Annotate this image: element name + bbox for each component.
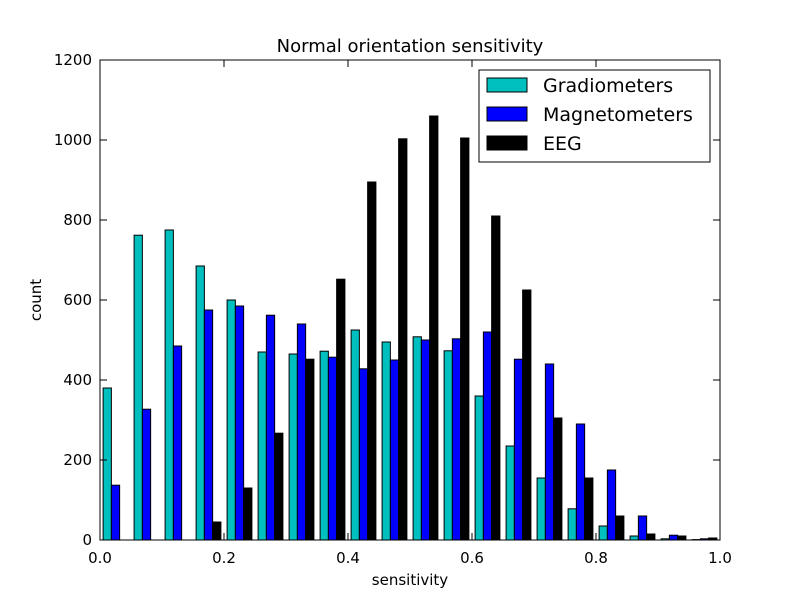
bar-magnetometers-1 <box>141 408 152 541</box>
bar-eeg-8 <box>367 181 377 541</box>
chart-title: Normal orientation sensitivity <box>277 36 544 57</box>
bar-magnetometers-12 <box>482 331 493 541</box>
bar-gradiometers-3 <box>195 265 205 541</box>
bar-magnetometers-13 <box>513 358 524 541</box>
x-tick-label: 0.4 <box>336 549 360 567</box>
y-tick-label: 600 <box>63 291 92 309</box>
bar-magnetometers-8 <box>358 368 369 541</box>
y-tick-label: 200 <box>63 451 92 469</box>
bar-magnetometers-6 <box>296 323 307 541</box>
bars-group <box>102 115 718 541</box>
bar-eeg-15 <box>584 477 594 541</box>
bar-eeg-16 <box>615 515 625 541</box>
y-tick-label: 800 <box>63 211 92 229</box>
x-tick-label: 1.0 <box>708 549 732 567</box>
x-axis-label: sensitivity <box>372 571 449 589</box>
bar-gradiometers-5 <box>257 351 267 541</box>
bar-eeg-6 <box>305 358 315 541</box>
y-tick-label: 400 <box>63 371 92 389</box>
bar-gradiometers-12 <box>474 395 484 541</box>
x-tick-label: 0.2 <box>212 549 236 567</box>
bar-gradiometers-2 <box>164 229 174 541</box>
bar-gradiometers-7 <box>319 350 329 541</box>
bar-gradiometers-10 <box>412 336 422 541</box>
bar-eeg-4 <box>243 487 253 541</box>
bar-eeg-5 <box>274 432 284 541</box>
bar-magnetometers-0 <box>110 484 121 541</box>
bar-magnetometers-14 <box>544 363 555 541</box>
axes-group: 0.0 0.2 0.4 0.6 0.8 1.0 0 200 400 600 800 1000 1200 <box>54 51 732 567</box>
bar-eeg-10 <box>429 115 439 541</box>
bar-magnetometers-17 <box>637 515 648 541</box>
legend-swatch-magnetometers <box>486 106 528 122</box>
legend-swatch-gradiometers <box>486 77 528 93</box>
y-tick-label: 1200 <box>54 51 92 69</box>
bar-magnetometers-15 <box>575 423 586 541</box>
bar-magnetometers-16 <box>606 469 617 541</box>
bar-gradiometers-11 <box>443 350 453 541</box>
bar-eeg-3 <box>212 521 222 541</box>
bar-gradiometers-13 <box>505 445 515 541</box>
bar-gradiometers-16 <box>598 525 608 541</box>
legend: Gradiometers Magnetometers EEG <box>478 69 711 163</box>
bar-eeg-18 <box>677 535 687 541</box>
bar-gradiometers-6 <box>288 353 298 541</box>
bar-gradiometers-14 <box>536 477 546 541</box>
bar-gradiometers-1 <box>133 234 143 541</box>
bar-magnetometers-11 <box>451 338 462 541</box>
bar-magnetometers-9 <box>389 359 400 541</box>
bar-eeg-13 <box>522 289 532 541</box>
bar-eeg-9 <box>398 138 408 541</box>
bar-gradiometers-17 <box>629 535 639 541</box>
bar-gradiometers-4 <box>226 299 236 541</box>
bar-magnetometers-2 <box>172 345 183 541</box>
x-tick-label: 0.6 <box>460 549 484 567</box>
y-tick-label: 1000 <box>54 131 92 149</box>
bar-magnetometers-3 <box>203 309 214 541</box>
bar-magnetometers-5 <box>265 314 276 541</box>
bar-eeg-14 <box>553 417 563 541</box>
bar-magnetometers-10 <box>420 339 431 541</box>
bar-magnetometers-7 <box>327 356 338 541</box>
y-axis-label: count <box>27 279 45 321</box>
bar-eeg-12 <box>491 215 501 541</box>
legend-label-gradiometers: Gradiometers <box>543 75 673 97</box>
bar-magnetometers-18 <box>668 534 679 541</box>
legend-swatch-eeg <box>486 135 528 151</box>
bar-gradiometers-8 <box>350 329 360 541</box>
bar-eeg-7 <box>336 278 346 541</box>
bar-eeg-17 <box>646 533 656 541</box>
bar-magnetometers-4 <box>234 305 245 541</box>
legend-label-magnetometers: Magnetometers <box>543 104 693 126</box>
bar-eeg-11 <box>460 137 470 541</box>
x-tick-label: 0.0 <box>88 549 112 567</box>
bar-gradiometers-0 <box>102 387 112 541</box>
y-tick-label: 0 <box>82 531 92 549</box>
x-tick-label: 0.8 <box>584 549 608 567</box>
legend-label-eeg: EEG <box>543 133 582 155</box>
bar-gradiometers-9 <box>381 341 391 541</box>
bar-gradiometers-15 <box>567 508 577 541</box>
